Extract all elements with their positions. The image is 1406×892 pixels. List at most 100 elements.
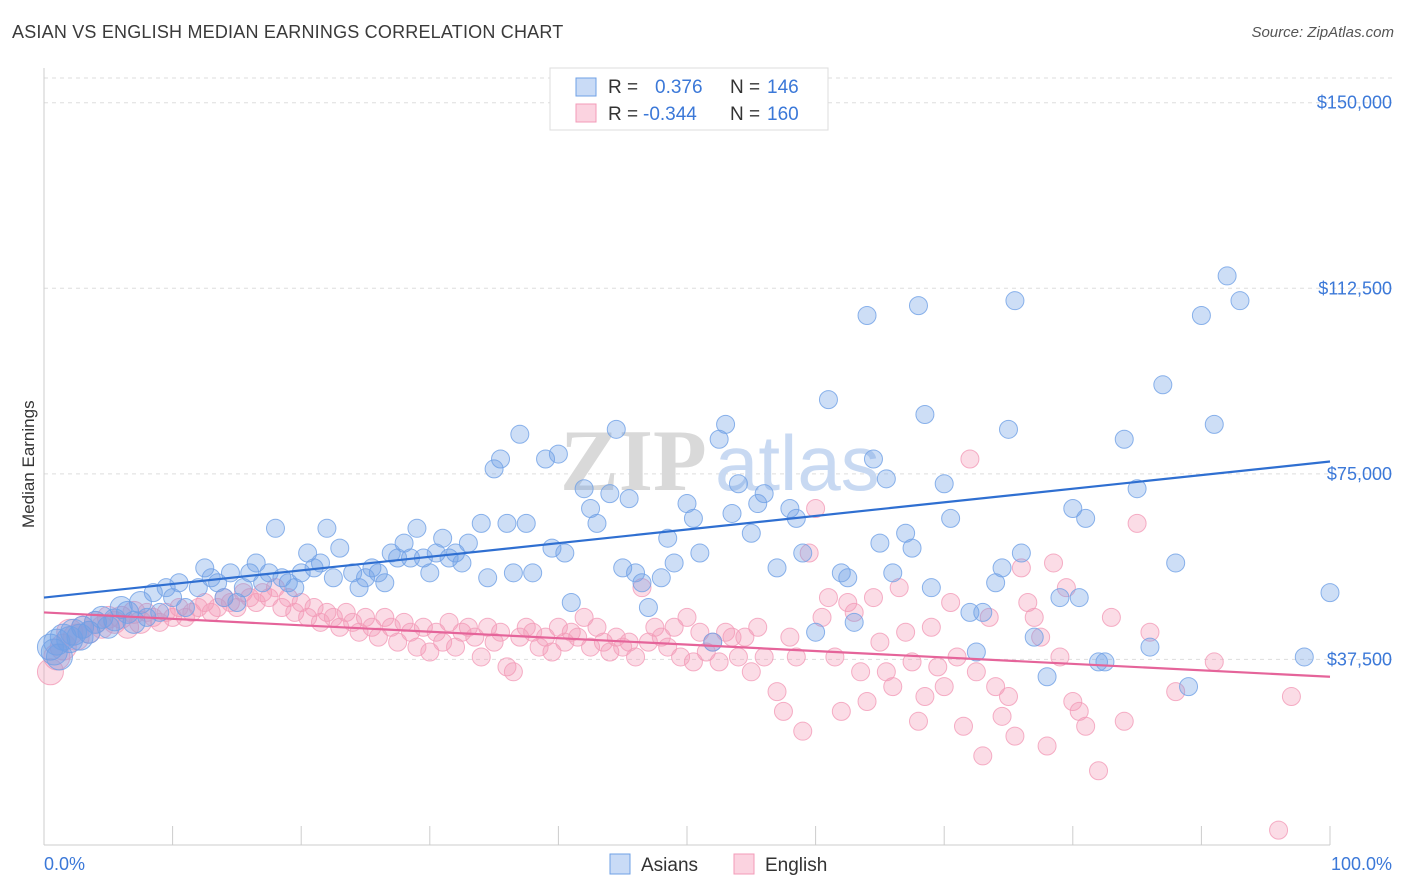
english-point [677, 607, 697, 627]
asian-point [368, 563, 388, 583]
english-point [208, 597, 228, 617]
asian-point [1076, 508, 1096, 528]
english-point [863, 588, 883, 608]
english-point [870, 632, 890, 652]
english-point [542, 642, 562, 662]
english-point [1127, 513, 1147, 533]
english-point [568, 627, 588, 647]
english-point [503, 662, 523, 682]
y-tick-label: $75,000 [1327, 464, 1392, 484]
asian-point [728, 474, 748, 494]
asian-point [999, 419, 1018, 439]
english-point [953, 716, 973, 736]
english-point [1166, 682, 1186, 702]
english-point [458, 617, 478, 637]
asian-point [716, 414, 736, 434]
english-point [1076, 716, 1096, 736]
asian-point [1153, 375, 1173, 395]
y-tick-label: $37,500 [1327, 649, 1392, 669]
chart-source: Source: ZipAtlas.com [1251, 24, 1394, 41]
asian-point [1069, 588, 1089, 608]
trend-lines [43, 460, 1331, 678]
legend-asians-swatch [609, 853, 631, 875]
asian-point [1294, 647, 1314, 667]
asian-point [690, 543, 710, 563]
asian-point [103, 608, 127, 632]
english-point [786, 647, 806, 667]
english-point [696, 642, 716, 662]
asian-point [356, 568, 375, 588]
english-point [960, 449, 980, 469]
asian-point [934, 474, 954, 494]
english-point [908, 711, 928, 731]
english-point [169, 597, 189, 617]
asian-point [491, 449, 511, 469]
asian-point [613, 558, 633, 578]
asian-point [458, 533, 478, 553]
english-point [1204, 652, 1224, 672]
english-point [561, 622, 581, 642]
english-point [1056, 578, 1076, 598]
asian-point [1230, 291, 1250, 311]
chart-title: ASIAN VS ENGLISH MEDIAN EARNINGS CORRELA… [12, 22, 564, 42]
english-point [1024, 607, 1044, 627]
asian-point [863, 449, 883, 469]
english-legend-swatch [575, 103, 597, 123]
watermark-zip: ZIP [560, 413, 707, 510]
x-tick-label: 100.0% [1331, 854, 1392, 874]
english-point [966, 662, 986, 682]
asian-point [1166, 553, 1186, 573]
legend-english-swatch [733, 853, 755, 875]
english-point [735, 627, 755, 647]
asian-point [870, 533, 890, 553]
english-point [1140, 622, 1160, 642]
english-point [806, 499, 826, 519]
asian-point [748, 494, 768, 514]
asian-point [317, 518, 337, 538]
english-point [780, 627, 800, 647]
asian-point [767, 558, 787, 578]
asian-point [349, 578, 369, 598]
english-point [748, 617, 768, 637]
english-point [1281, 687, 1301, 707]
asian-point [703, 632, 723, 652]
asian-point [606, 419, 626, 439]
english-point [362, 617, 382, 637]
english-point [626, 647, 646, 667]
asian-point [45, 643, 73, 671]
y-tick-labels: $37,500 $75,000 $112,500 $150,000 [1317, 93, 1392, 670]
english-point [979, 607, 999, 627]
asian-point [793, 543, 813, 563]
english-point [1044, 553, 1064, 573]
asian-point [1114, 429, 1134, 449]
asian-point [966, 642, 986, 662]
english-point [1089, 761, 1109, 781]
asian-point [857, 306, 877, 326]
english-point [986, 677, 1006, 697]
asian-point [523, 563, 543, 583]
english-point [857, 691, 877, 711]
asian-point [1095, 652, 1115, 672]
english-point [754, 647, 774, 667]
asian-point [175, 597, 195, 617]
asian-n-label: N = [730, 77, 760, 98]
asian-point [195, 558, 215, 578]
asian-point [278, 573, 298, 593]
asian-point [908, 296, 928, 316]
asian-point [291, 563, 311, 583]
english-point [767, 682, 787, 702]
asian-point [214, 588, 234, 608]
asian-point [478, 568, 498, 588]
asian-point [83, 610, 107, 634]
english-point [471, 647, 491, 667]
x-tick-label: 0.0% [44, 854, 85, 874]
asian-point [536, 449, 556, 469]
asian-point [420, 563, 440, 583]
english-point [1031, 627, 1051, 647]
asian-point [664, 553, 684, 573]
english-point [1011, 558, 1031, 578]
english-point [728, 647, 748, 667]
english-point [999, 687, 1018, 707]
english-point [851, 662, 871, 682]
